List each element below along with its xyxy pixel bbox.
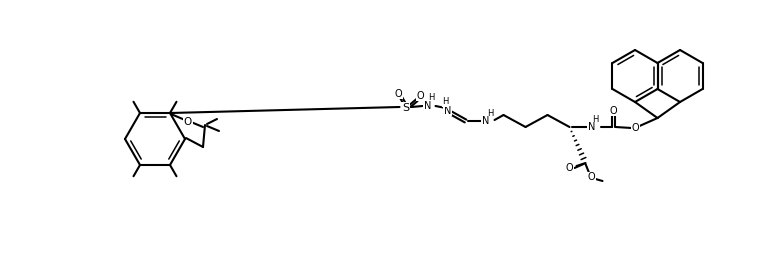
Text: H: H bbox=[428, 93, 435, 102]
Text: O: O bbox=[395, 89, 402, 99]
Text: H: H bbox=[488, 109, 494, 117]
Text: N: N bbox=[424, 101, 431, 111]
Text: O: O bbox=[184, 117, 192, 127]
Text: H: H bbox=[442, 97, 449, 106]
Text: O: O bbox=[416, 91, 424, 101]
Text: O: O bbox=[610, 106, 618, 116]
Text: S: S bbox=[402, 103, 409, 113]
Text: O: O bbox=[587, 172, 595, 182]
Text: N: N bbox=[587, 122, 595, 132]
Text: N: N bbox=[444, 106, 451, 116]
Text: O: O bbox=[566, 163, 574, 173]
Text: N: N bbox=[482, 116, 489, 126]
Text: O: O bbox=[632, 123, 639, 133]
Text: H: H bbox=[592, 115, 599, 124]
